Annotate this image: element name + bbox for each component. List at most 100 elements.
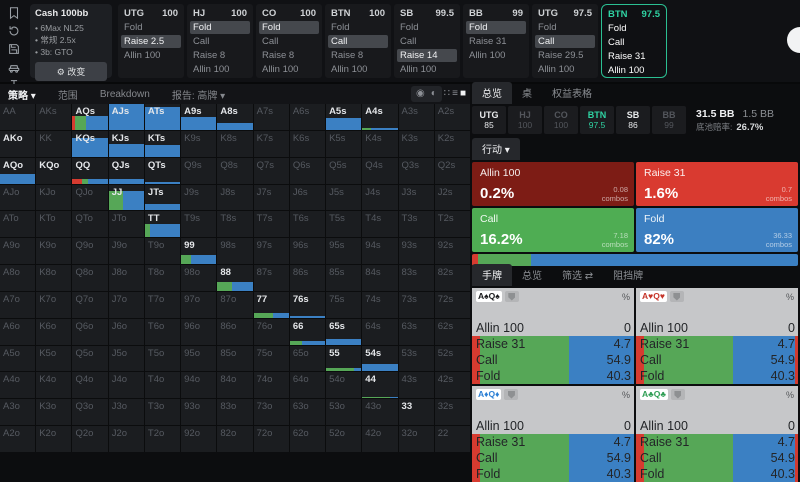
matrix-cell-66[interactable]: 66: [289, 318, 326, 345]
matrix-cell-A5s[interactable]: A5s: [326, 104, 362, 130]
matrix-tab[interactable]: 范围: [57, 90, 78, 102]
action-box-call[interactable]: Call 16.2% 7.18 combos: [472, 208, 634, 252]
matrix-cell-Q3s[interactable]: Q3s: [398, 157, 434, 184]
matrix-cell-T5s[interactable]: T5s: [326, 211, 362, 238]
matrix-cell-A5o[interactable]: A5o: [0, 345, 36, 372]
action-row[interactable]: Allin 100: [124, 50, 161, 61]
matrix-cell-T4o[interactable]: T4o: [144, 372, 181, 399]
matrix-cell-54o[interactable]: 54o: [326, 372, 362, 399]
matrix-cell-AKo[interactable]: AKo: [0, 130, 36, 157]
matrix-cell-64s[interactable]: 64s: [362, 318, 398, 345]
matrix-cell-Q4o[interactable]: Q4o: [72, 372, 108, 399]
matrix-cell-72s[interactable]: 72s: [434, 291, 470, 318]
action-row[interactable]: Fold: [124, 22, 143, 33]
matrix-cell-Q7o[interactable]: Q7o: [72, 291, 108, 318]
matrix-cell-QQ[interactable]: QQ: [72, 157, 108, 184]
matrix-cell-92s[interactable]: 92s: [434, 238, 470, 265]
matrix-cell-K3s[interactable]: K3s: [398, 130, 434, 157]
action-row[interactable]: Fold: [259, 21, 319, 34]
matrix-cell-97o[interactable]: 97o: [181, 291, 217, 318]
hands-tab[interactable]: 阻挡牌: [613, 271, 644, 282]
strip-position-hj[interactable]: HJ 100: [508, 106, 542, 134]
tab-权益表格[interactable]: 权益表格: [552, 89, 592, 100]
matrix-cell-Q6s[interactable]: Q6s: [289, 157, 326, 184]
tab-总览[interactable]: 总览: [472, 82, 512, 104]
matrix-cell-A3o[interactable]: A3o: [0, 399, 36, 426]
matrix-cell-92o[interactable]: 92o: [181, 426, 217, 452]
matrix-cell-Q8s[interactable]: Q8s: [217, 157, 253, 184]
floating-help-button[interactable]: [787, 27, 800, 53]
matrix-cell-32o[interactable]: 32o: [398, 426, 434, 452]
matrix-cell-98s[interactable]: 98s: [217, 238, 253, 265]
strip-position-sb[interactable]: SB 86: [616, 106, 650, 134]
matrix-cell-K9o[interactable]: K9o: [36, 238, 72, 265]
matrix-cell-K7o[interactable]: K7o: [36, 291, 72, 318]
matrix-cell-83o[interactable]: 83o: [217, 399, 253, 426]
matrix-cell-J2o[interactable]: J2o: [108, 426, 144, 452]
matrix-cell-T6s[interactable]: T6s: [289, 211, 326, 238]
action-row[interactable]: Raise 29.5: [538, 50, 584, 61]
action-row[interactable]: Allin 100: [400, 64, 437, 75]
action-box-allin-100[interactable]: Allin 100 0.2% 0.08 combos: [472, 162, 634, 206]
matrix-cell-J4s[interactable]: J4s: [362, 184, 398, 211]
matrix-cell-J6o[interactable]: J6o: [108, 318, 144, 345]
matrix-cell-TT[interactable]: TT: [144, 211, 181, 238]
hands-tab[interactable]: 手牌: [472, 264, 512, 286]
matrix-cell-T3s[interactable]: T3s: [398, 211, 434, 238]
matrix-cell-J5o[interactable]: J5o: [108, 345, 144, 372]
action-row[interactable]: Allin 100: [469, 50, 506, 61]
matrix-cell-KJs[interactable]: KJs: [108, 130, 144, 157]
action-row[interactable]: Fold: [331, 22, 350, 33]
action-row[interactable]: Fold: [608, 23, 627, 34]
action-row[interactable]: Call: [608, 37, 625, 48]
matrix-cell-A3s[interactable]: A3s: [398, 104, 434, 130]
matrix-cell-J9s[interactable]: J9s: [181, 184, 217, 211]
strategy-dot-icon[interactable]: ◉: [415, 88, 425, 99]
matrix-cell-A7s[interactable]: A7s: [253, 104, 289, 130]
matrix-cell-K2s[interactable]: K2s: [434, 130, 470, 157]
matrix-cell-T2s[interactable]: T2s: [434, 211, 470, 238]
matrix-cell-K2o[interactable]: K2o: [36, 426, 72, 452]
matrix-cell-K5o[interactable]: K5o: [36, 345, 72, 372]
action-row[interactable]: Raise 2.5: [121, 35, 181, 48]
matrix-cell-J7s[interactable]: J7s: [253, 184, 289, 211]
action-dropdown[interactable]: 行动 ▾: [472, 138, 520, 160]
matrix-cell-KK[interactable]: KK: [36, 130, 72, 157]
matrix-cell-85s[interactable]: 85s: [326, 265, 362, 291]
matrix-cell-Q7s[interactable]: Q7s: [253, 157, 289, 184]
action-row[interactable]: Allin 100: [538, 64, 575, 75]
matrix-cell-Q5s[interactable]: Q5s: [326, 157, 362, 184]
matrix-cell-83s[interactable]: 83s: [398, 265, 434, 291]
matrix-cell-T7s[interactable]: T7s: [253, 211, 289, 238]
matrix-cell-AKs[interactable]: AKs: [36, 104, 72, 130]
matrix-cell-99[interactable]: 99: [181, 238, 217, 265]
matrix-cell-65o[interactable]: 65o: [289, 345, 326, 372]
matrix-cell-87s[interactable]: 87s: [253, 265, 289, 291]
matrix-cell-A9s[interactable]: A9s: [181, 104, 217, 130]
action-row[interactable]: Fold: [538, 22, 557, 33]
matrix-cell-K9s[interactable]: K9s: [181, 130, 217, 157]
matrix-cell-T8s[interactable]: T8s: [217, 211, 253, 238]
matrix-cell-A2o[interactable]: A2o: [0, 426, 36, 452]
matrix-cell-A2s[interactable]: A2s: [434, 104, 470, 130]
matrix-cell-J6s[interactable]: J6s: [289, 184, 326, 211]
matrix-cell-J2s[interactable]: J2s: [434, 184, 470, 211]
matrix-cell-J3s[interactable]: J3s: [398, 184, 434, 211]
matrix-cell-62o[interactable]: 62o: [289, 426, 326, 452]
matrix-cell-74s[interactable]: 74s: [362, 291, 398, 318]
matrix-cell-QTo[interactable]: QTo: [72, 211, 108, 238]
matrix-cell-32s[interactable]: 32s: [434, 399, 470, 426]
matrix-cell-K5s[interactable]: K5s: [326, 130, 362, 157]
matrix-cell-22[interactable]: 22: [434, 426, 470, 452]
matrix-cell-63s[interactable]: 63s: [398, 318, 434, 345]
matrix-cell-KQs[interactable]: KQs: [72, 130, 108, 157]
strip-position-bb[interactable]: BB 99: [652, 106, 686, 134]
matrix-cell-33[interactable]: 33: [398, 399, 434, 426]
matrix-cell-43o[interactable]: 43o: [362, 399, 398, 426]
hands-tab[interactable]: 筛选 ⇄: [562, 271, 594, 282]
matrix-cell-T7o[interactable]: T7o: [144, 291, 181, 318]
matrix-cell-93s[interactable]: 93s: [398, 238, 434, 265]
matrix-cell-64o[interactable]: 64o: [289, 372, 326, 399]
action-row[interactable]: Call: [535, 35, 595, 48]
matrix-cell-T6o[interactable]: T6o: [144, 318, 181, 345]
